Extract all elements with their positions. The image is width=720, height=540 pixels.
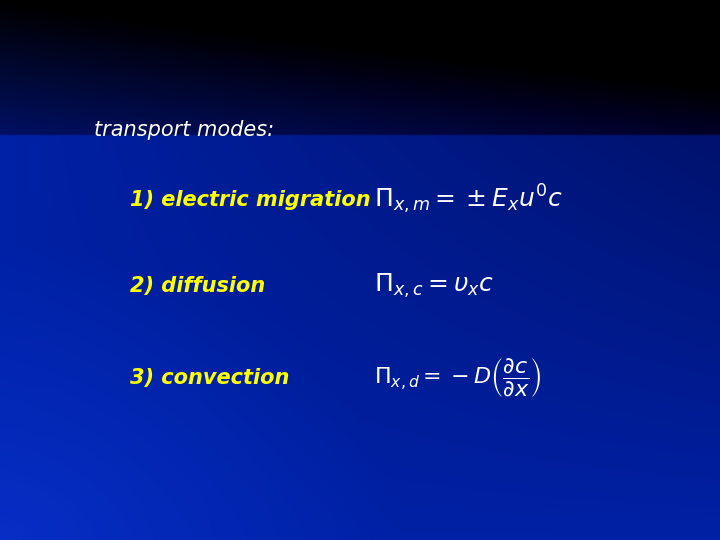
Text: $\Pi_{x,c} = \upsilon_x c$: $\Pi_{x,c} = \upsilon_x c$ (374, 272, 495, 300)
Text: $\Pi_{x,d} = -D\left(\dfrac{\partial c}{\partial x}\right)$: $\Pi_{x,d} = -D\left(\dfrac{\partial c}{… (374, 356, 542, 400)
Text: 1) electric migration: 1) electric migration (130, 190, 370, 210)
Text: 3) convection: 3) convection (130, 368, 289, 388)
Text: $\Pi_{x,m} = \pm E_x u^0 c$: $\Pi_{x,m} = \pm E_x u^0 c$ (374, 183, 563, 217)
Text: 2) diffusion: 2) diffusion (130, 276, 265, 296)
Text: transport modes:: transport modes: (94, 119, 274, 140)
